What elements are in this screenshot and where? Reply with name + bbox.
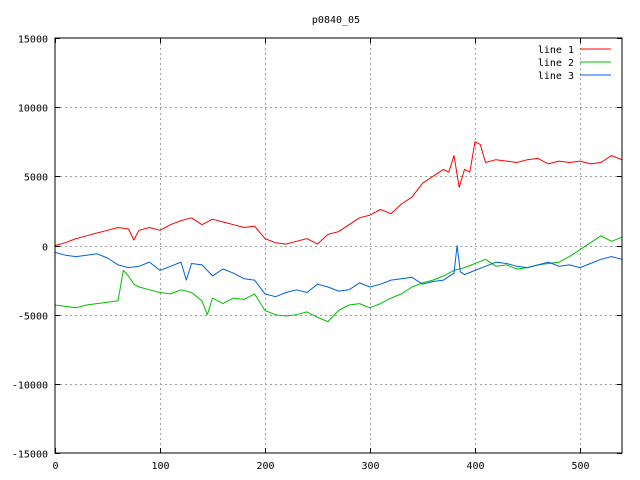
series-line-3 — [54, 245, 623, 298]
x-tick-label: 300 — [361, 461, 379, 472]
y-tick-label: 10000 — [18, 104, 48, 115]
legend-label: line 1 — [538, 45, 574, 56]
legend: line 1 line 2 line 3 — [538, 45, 611, 82]
x-tick-label: 400 — [466, 461, 484, 472]
y-tick-label: 5000 — [24, 173, 48, 184]
legend-label: line 2 — [538, 58, 574, 69]
y-tick-label: -5000 — [18, 312, 48, 323]
y-tick-label: 15000 — [18, 35, 48, 46]
y-tick-label: -15000 — [12, 450, 48, 461]
y-tick-label: -10000 — [12, 381, 48, 392]
x-tick-label: 500 — [571, 461, 589, 472]
series-line-1 — [54, 141, 623, 246]
chart-title: p0840_05 — [312, 15, 360, 26]
x-tick-label: 0 — [52, 461, 58, 472]
series-lines — [54, 141, 623, 323]
legend-label: line 3 — [538, 71, 574, 82]
x-tick-label: 100 — [151, 461, 169, 472]
y-tick-label: 0 — [42, 243, 48, 254]
series-line-2 — [54, 235, 623, 323]
plot-frame — [54, 37, 623, 454]
axis-ticks: 0 100 200 300 400 500 -15000 -10000 -5000 0 5000 10… — [12, 35, 622, 472]
x-tick-label: 200 — [256, 461, 274, 472]
grid — [55, 38, 622, 453]
